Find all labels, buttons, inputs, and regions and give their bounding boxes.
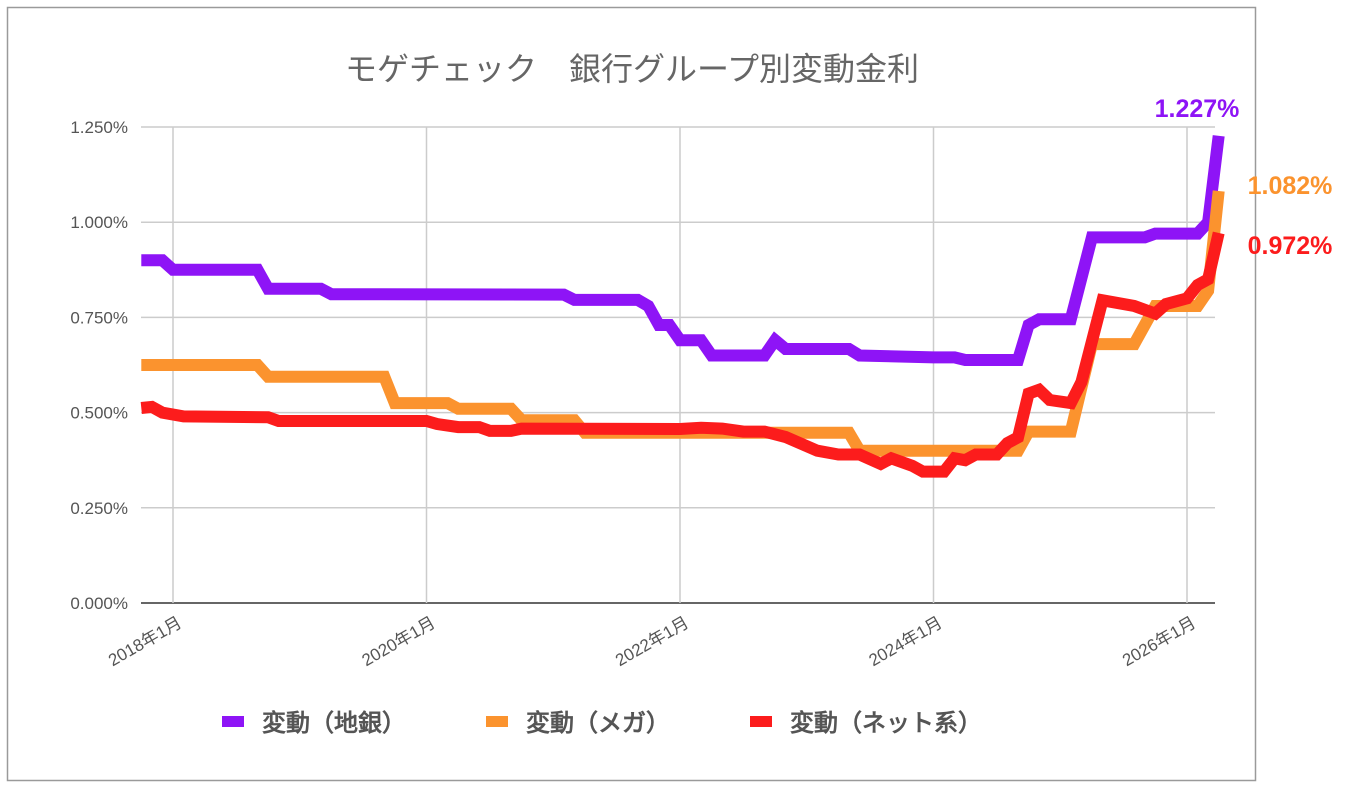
end-value-label: 0.972%: [1248, 232, 1333, 260]
y-axis-ticks: 0.000% 0.250% 0.500% 0.750% 1.000% 1.250%: [70, 118, 128, 613]
chart-title: モゲチェック 銀行グループ別変動金利: [345, 50, 919, 88]
y-tick-label: 0.000%: [70, 594, 128, 613]
chart-frame: [6, 6, 1257, 782]
y-tick-label: 0.750%: [70, 308, 128, 327]
legend-label: 変動（ネット系）: [790, 709, 982, 737]
legend-label: 変動（メガ）: [526, 709, 670, 737]
y-tick-label: 0.250%: [70, 499, 128, 518]
gridlines: [141, 126, 1215, 604]
legend-label: 変動（地銀）: [262, 709, 406, 737]
legend-swatch: [486, 716, 508, 727]
end-labels: 1.227% 1.082% 0.972%: [1155, 95, 1333, 260]
y-tick-label: 1.250%: [70, 118, 128, 137]
legend: 変動（地銀） 変動（メガ） 変動（ネット系）: [222, 709, 982, 737]
series-line-2: [140, 231, 1225, 478]
end-value-label: 1.082%: [1248, 172, 1333, 200]
legend-swatch: [222, 716, 244, 727]
series-line-0: [141, 135, 1225, 366]
legend-swatch: [750, 716, 772, 727]
y-tick-label: 0.500%: [70, 404, 128, 423]
end-value-label: 1.227%: [1155, 95, 1240, 123]
series-lines: [140, 135, 1225, 478]
y-tick-label: 1.000%: [70, 213, 128, 232]
